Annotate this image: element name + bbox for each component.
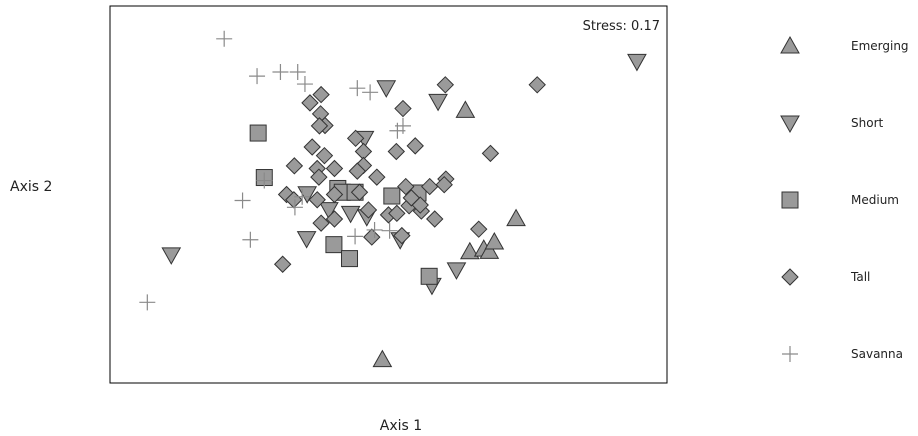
point-tall: [397, 177, 415, 196]
point-tall: [426, 210, 444, 228]
point-tall: [312, 214, 330, 232]
legend-marker-tall: [781, 268, 799, 286]
point-emerging: [506, 208, 526, 227]
point-tall: [368, 168, 386, 186]
x-axis-label: Axis 1: [380, 418, 422, 434]
point-tall: [528, 76, 546, 94]
point-tall: [363, 228, 381, 246]
point-tall: [325, 210, 344, 228]
legend-label-medium: Medium: [851, 193, 899, 207]
legend-label-tall: Tall: [850, 270, 870, 284]
point-tall: [387, 142, 406, 161]
point-tall: [348, 162, 367, 180]
point-tall: [325, 185, 344, 204]
y-axis-label: Axis 2: [10, 179, 52, 195]
point-tall: [310, 117, 329, 135]
plot-points: [139, 30, 647, 368]
point-savanna: [349, 80, 366, 97]
point-savanna: [286, 199, 303, 216]
legend-label-short: Short: [851, 116, 883, 130]
point-short: [161, 247, 182, 265]
point-savanna: [216, 30, 233, 47]
point-tall: [346, 129, 365, 148]
point-tall: [421, 177, 439, 196]
point-medium: [383, 187, 401, 205]
legend-marker-short: [780, 115, 800, 134]
point-savanna: [289, 63, 306, 80]
point-short: [376, 80, 397, 98]
legend-marker-emerging: [780, 35, 800, 54]
point-short: [446, 262, 467, 280]
stress-annotation: Stress: 0.17: [583, 19, 660, 34]
point-tall: [402, 189, 421, 207]
point-tall: [285, 157, 304, 175]
point-savanna: [249, 68, 266, 85]
point-savanna: [381, 222, 398, 239]
point-tall: [273, 255, 292, 273]
point-emerging: [484, 231, 505, 250]
point-savanna: [347, 228, 364, 245]
point-tall: [301, 94, 319, 112]
point-tall: [435, 175, 453, 194]
point-tall: [350, 183, 369, 201]
point-savanna: [296, 76, 313, 93]
point-tall: [393, 226, 411, 245]
point-savanna: [294, 188, 311, 205]
point-medium: [249, 124, 267, 142]
point-tall: [310, 168, 328, 186]
point-savanna: [234, 192, 251, 209]
point-savanna: [256, 172, 273, 189]
point-emerging: [455, 100, 476, 118]
legend-marker-medium: [781, 191, 799, 209]
point-savanna: [242, 231, 259, 248]
point-savanna: [366, 221, 383, 238]
point-tall: [406, 137, 424, 155]
legend-marker-savanna: [782, 346, 798, 362]
point-short: [428, 93, 448, 112]
point-emerging: [372, 349, 393, 368]
point-short: [296, 231, 317, 249]
point-emerging: [479, 241, 500, 259]
legend-label-emerging: Emerging: [851, 39, 909, 53]
point-emerging: [459, 241, 480, 260]
point-tall: [436, 76, 455, 94]
point-savanna: [139, 294, 156, 311]
point-savanna: [362, 84, 379, 101]
point-tall: [359, 201, 378, 219]
point-tall: [303, 138, 321, 156]
point-tall: [388, 204, 406, 223]
point-savanna: [272, 63, 289, 80]
point-savanna: [389, 122, 406, 139]
legend-label-savanna: Savanna: [851, 347, 903, 361]
point-medium: [420, 267, 438, 285]
point-tall: [394, 99, 412, 118]
legend: Emerging Short Medium Tall Savanna: [780, 35, 909, 362]
point-short: [319, 202, 339, 220]
point-tall: [308, 191, 326, 209]
point-tall: [325, 159, 344, 178]
point-tall: [481, 144, 500, 163]
point-tall: [315, 146, 334, 165]
point-short: [340, 205, 361, 224]
point-tall: [312, 85, 330, 104]
point-medium: [325, 236, 343, 254]
point-medium: [341, 250, 359, 268]
point-short: [627, 53, 647, 72]
point-tall: [470, 220, 488, 238]
